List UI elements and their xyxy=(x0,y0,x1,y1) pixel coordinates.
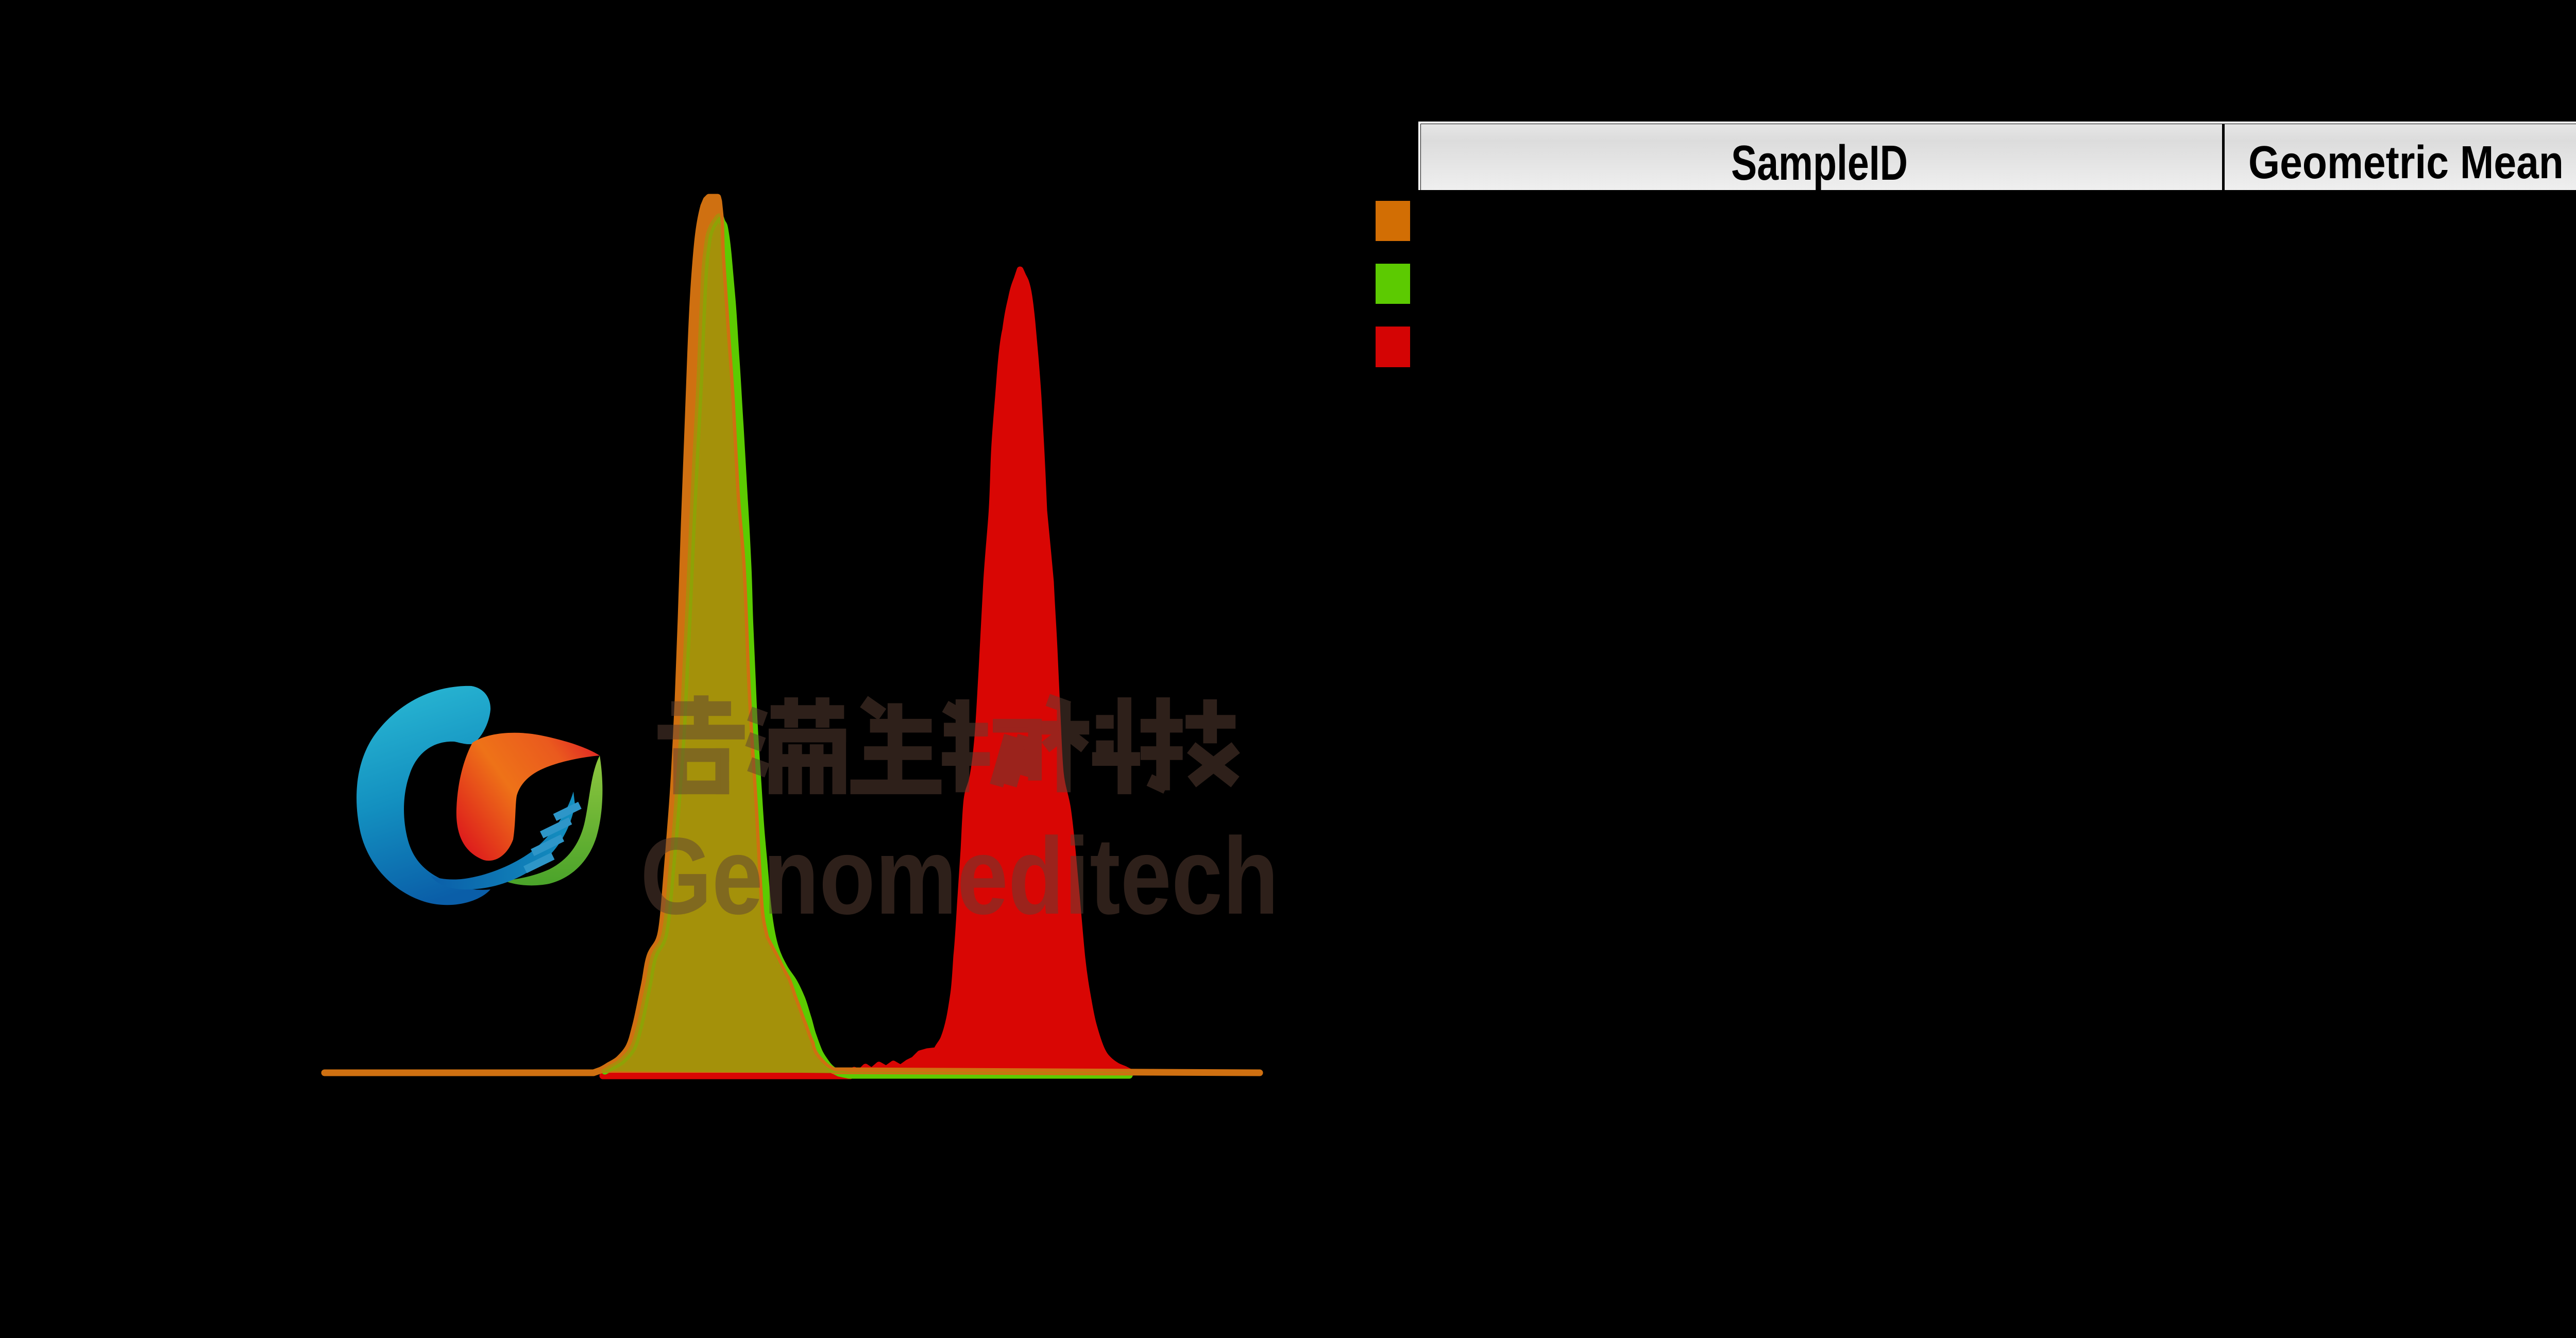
svg-text:Geometric Mean : FL11-H: Geometric Mean : FL11-H xyxy=(2248,137,2576,188)
svg-text:Genomeditech: Genomeditech xyxy=(640,815,1279,937)
svg-text:SampleID: SampleID xyxy=(1731,135,1908,191)
